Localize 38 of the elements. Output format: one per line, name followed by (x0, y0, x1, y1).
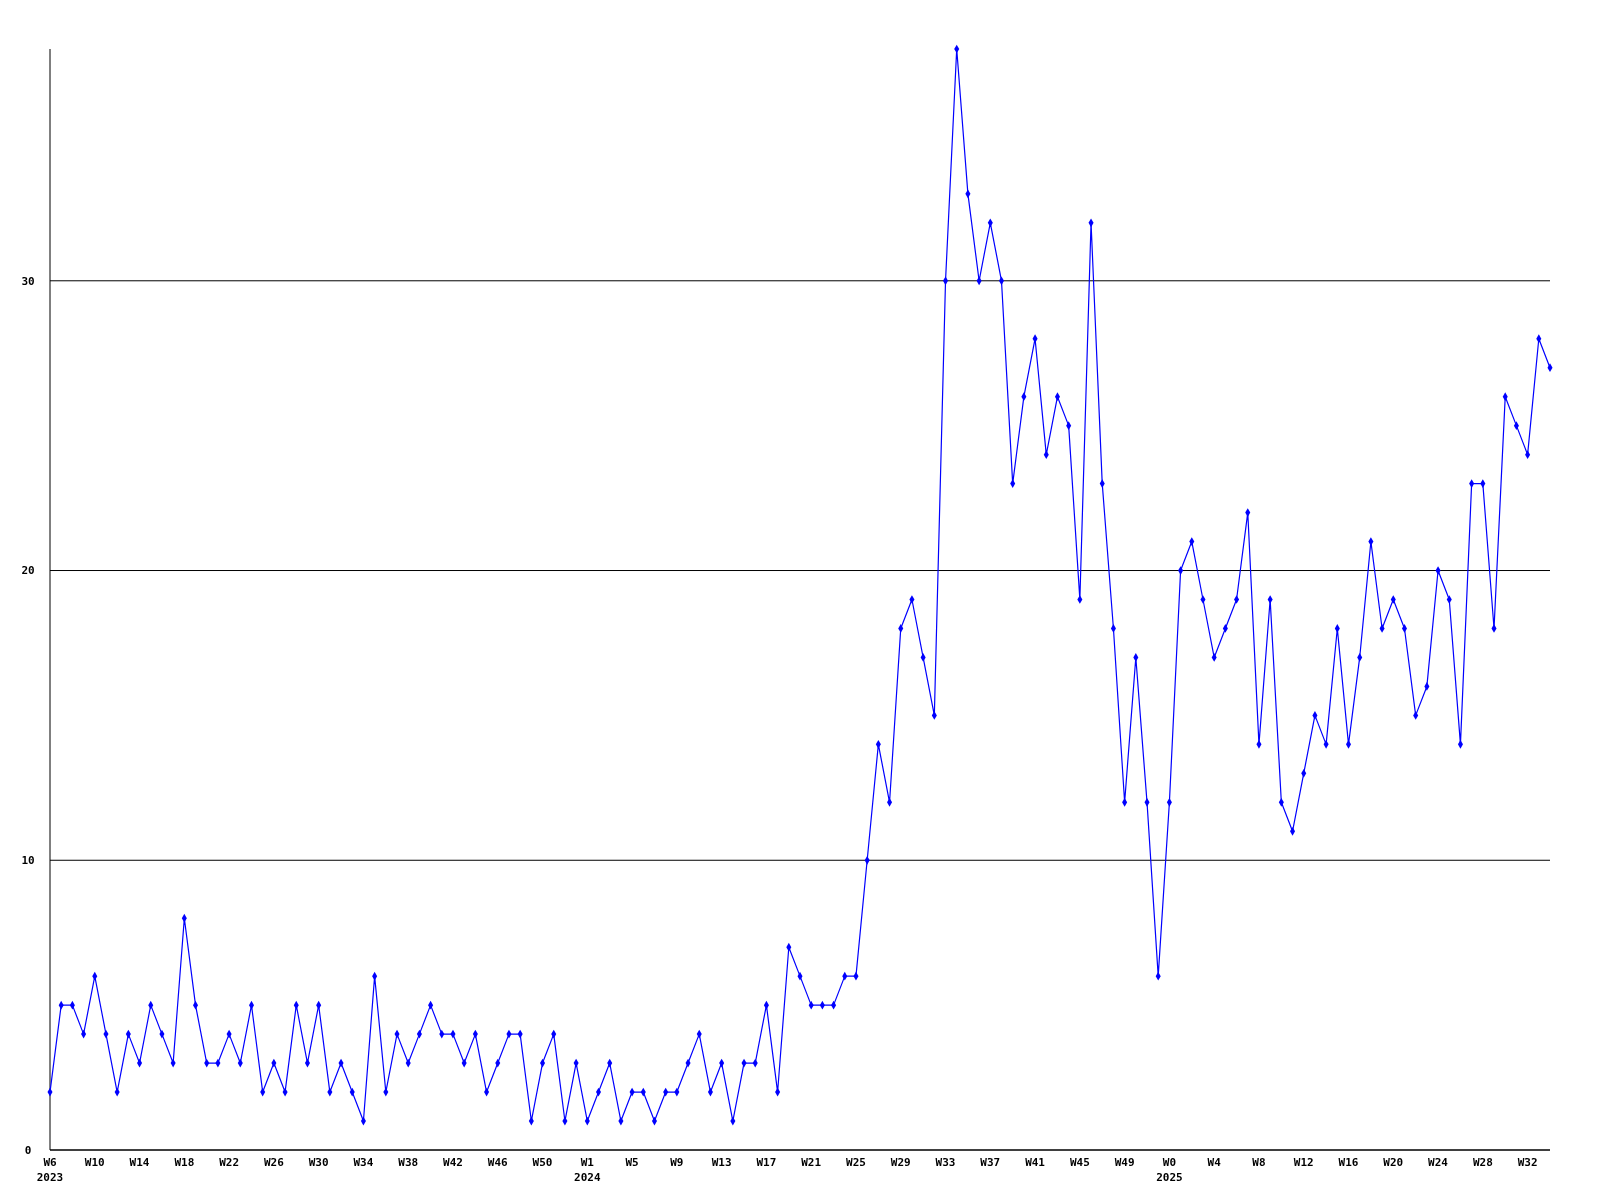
x-tick-label: W4 (1207, 1156, 1222, 1169)
x-tick-label: W8 (1252, 1156, 1266, 1169)
x-tick-label: W12 (1293, 1156, 1314, 1169)
x-tick-label: W24 (1428, 1156, 1449, 1169)
x-tick-label: W32 (1517, 1156, 1538, 1169)
x-tick-label: W5 (625, 1156, 639, 1169)
x-tick-label: W18 (174, 1156, 195, 1169)
x-tick-label: W13 (711, 1156, 732, 1169)
x-tick-label: W49 (1114, 1156, 1135, 1169)
x-tick-label: W28 (1472, 1156, 1493, 1169)
x-tick-label: W20 (1383, 1156, 1404, 1169)
x-tick-label: W50 (532, 1156, 553, 1169)
x-tick-label: W33 (935, 1156, 956, 1169)
x-tick-label: W21 (801, 1156, 822, 1169)
x-tick-label: W0 2025 (1156, 1156, 1183, 1184)
x-tick-label: W46 (487, 1156, 509, 1169)
x-tick-label: W14 (129, 1156, 150, 1169)
x-tick-label: W38 (398, 1156, 419, 1169)
x-tick-label: W17 (756, 1156, 777, 1169)
x-tick-label: W34 (353, 1156, 374, 1169)
x-tick-label: W25 (846, 1156, 866, 1169)
y-tick-label: 30 (21, 274, 35, 288)
x-tick-label: W26 (263, 1156, 285, 1169)
x-tick-label: W22 (219, 1156, 240, 1169)
x-tick-label: W1 2024 (574, 1156, 601, 1184)
x-tick-label: W37 (980, 1156, 1001, 1169)
x-tick-label: W6 2023 (36, 1156, 64, 1184)
x-tick-label: W16 (1338, 1156, 1359, 1169)
x-tick-label: W45 (1069, 1156, 1090, 1169)
x-tick-label: W30 (308, 1156, 329, 1169)
y-tick-label: 10 (21, 854, 35, 868)
x-tick-label: W9 (670, 1156, 684, 1169)
x-tick-label: W10 (84, 1156, 105, 1169)
x-tick-label: W29 (890, 1156, 911, 1169)
y-tick-label: 0 (24, 1143, 32, 1157)
x-tick-label: W41 (1025, 1156, 1046, 1169)
x-tick-label: W42 (443, 1156, 463, 1169)
y-tick-label: 20 (21, 564, 35, 578)
